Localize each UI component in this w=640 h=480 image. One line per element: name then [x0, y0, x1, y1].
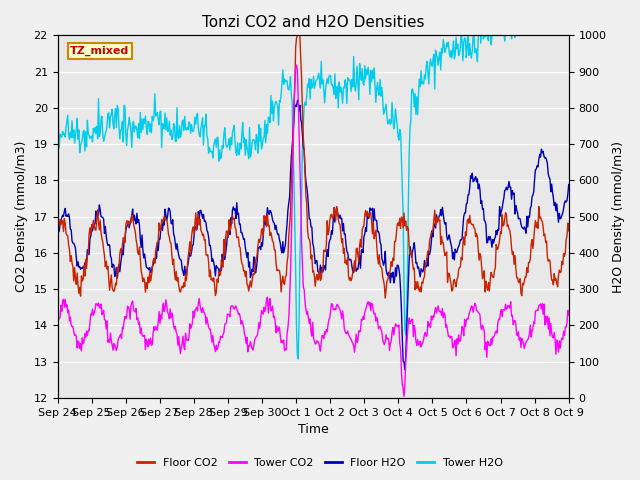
- Y-axis label: H2O Density (mmol/m3): H2O Density (mmol/m3): [612, 141, 625, 293]
- Y-axis label: CO2 Density (mmol/m3): CO2 Density (mmol/m3): [15, 141, 28, 292]
- Legend: Floor CO2, Tower CO2, Floor H2O, Tower H2O: Floor CO2, Tower CO2, Floor H2O, Tower H…: [133, 453, 507, 472]
- Title: Tonzi CO2 and H2O Densities: Tonzi CO2 and H2O Densities: [202, 15, 424, 30]
- Text: TZ_mixed: TZ_mixed: [70, 46, 129, 57]
- X-axis label: Time: Time: [298, 423, 328, 436]
